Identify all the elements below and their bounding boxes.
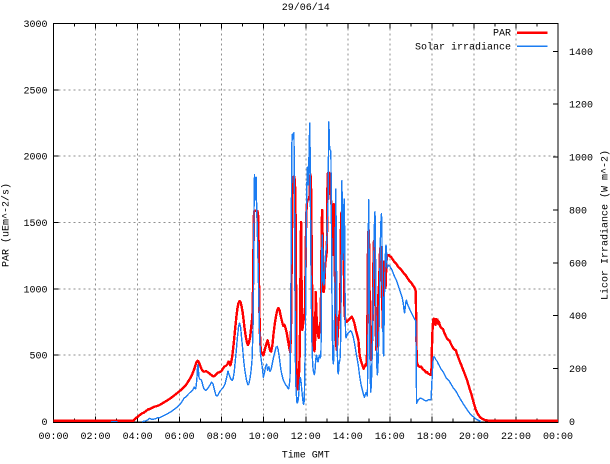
svg-text:06:00: 06:00 [165,432,195,443]
svg-text:500: 500 [29,352,47,363]
svg-text:1400: 1400 [569,48,593,59]
svg-text:PAR (uEm^-2/s): PAR (uEm^-2/s) [1,183,13,267]
svg-text:2000: 2000 [23,153,47,164]
svg-text:02:00: 02:00 [80,432,110,443]
svg-text:Solar irradiance: Solar irradiance [415,41,511,53]
svg-text:16:00: 16:00 [375,432,405,443]
svg-text:12:00: 12:00 [291,432,321,443]
svg-text:0: 0 [569,418,575,429]
svg-text:3000: 3000 [23,20,47,31]
svg-text:Licor Irradiance (W m^-2): Licor Irradiance (W m^-2) [600,150,610,300]
svg-text:2500: 2500 [23,86,47,97]
svg-text:14:00: 14:00 [333,432,363,443]
svg-text:22:00: 22:00 [501,432,531,443]
svg-text:29/06/14: 29/06/14 [282,2,330,14]
svg-text:1200: 1200 [569,101,593,112]
svg-text:800: 800 [569,207,587,218]
svg-text:20:00: 20:00 [459,432,489,443]
svg-text:200: 200 [569,365,587,376]
svg-text:400: 400 [569,312,587,323]
svg-text:1000: 1000 [569,154,593,165]
svg-text:600: 600 [569,259,587,270]
svg-text:00:00: 00:00 [38,432,68,443]
svg-text:04:00: 04:00 [123,432,153,443]
svg-text:1500: 1500 [23,219,47,230]
svg-text:PAR: PAR [493,29,511,40]
svg-text:1000: 1000 [23,285,47,296]
svg-text:10:00: 10:00 [249,432,279,443]
svg-text:18:00: 18:00 [417,432,447,443]
svg-text:08:00: 08:00 [207,432,237,443]
svg-text:00:00: 00:00 [543,432,573,443]
svg-text:0: 0 [41,418,47,429]
svg-text:Time GMT: Time GMT [282,450,330,460]
